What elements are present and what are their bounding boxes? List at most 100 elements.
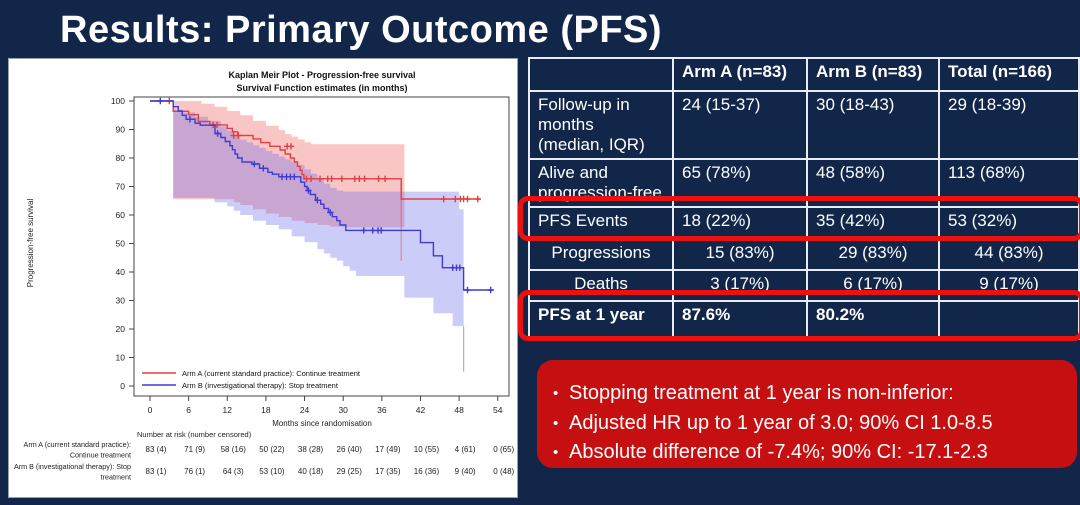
y-tick-label: 60 [116,210,126,220]
table-cell: 80.2% [806,300,940,340]
callout-bullet-text: Absolute difference of -7.4%; 90% CI: -1… [569,441,988,463]
callout-bullet-text: Stopping treatment at 1 year is non-infe… [569,382,954,404]
y-tick-label: 70 [116,182,126,192]
risk-value: 71 (9) [184,445,205,454]
risk-value: 4 (61) [455,445,476,454]
x-tick-label: 6 [186,405,191,415]
table-row: Progressions 15 (83%) 29 (83%) 44 (83%) [528,238,1080,271]
table-cell: 18 (22%) [672,206,808,240]
legend-label: Arm A (current standard practice): Conti… [182,369,361,378]
table-cell: 35 (42%) [806,206,940,240]
callout-bullet-text: Adjusted HR up to 1 year of 3.0; 90% CI … [569,411,993,434]
table-header-cell [528,57,674,92]
risk-value: 76 (1) [184,467,205,476]
y-axis-label: Progression-free survival [26,199,35,288]
risk-value: 16 (36) [414,467,440,476]
ci-band-arm-b [173,109,464,327]
table-cell: 29 (18-39) [938,90,1080,160]
plot-frame [133,96,510,397]
table-cell: 24 (15-37) [672,90,808,160]
risk-value: 0 (48) [493,467,514,476]
km-plot: 0 10 20 30 40 50 60 70 80 90 100 0 6 12 18 24 30 36 42 48 54… [14,70,515,482]
risk-value: 64 (3) [223,467,244,476]
y-tick-label: 90 [116,125,126,135]
y-tick-label: 20 [116,324,126,334]
table-row-label: Follow-up in months (median, IQR) [528,90,674,160]
table-row-label: PFS at 1 year [528,300,674,340]
table-cell: 87.6% [672,300,808,340]
risk-value: 53 (10) [259,467,285,476]
table-cell: 3 (17%) [672,269,808,302]
table-cell: 9 (17%) [938,269,1080,302]
callout-bullet: • Absolute difference of -7.4%; 90% CI: -… [553,438,1067,468]
callout-bullet: • Adjusted HR up to 1 year of 3.0; 90% CI… [553,409,1067,439]
table-cell: 44 (83%) [938,238,1080,271]
table-row-label: Progressions [528,238,674,271]
slide-title: Results: Primary Outcome (PFS) [60,9,663,51]
risk-value: 29 (25) [337,467,363,476]
censor-marks-arm-b [157,97,494,294]
table-row: Alive and progression-free 65 (78%) 48 (58… [528,158,1080,208]
table-cell: 15 (83%) [672,238,808,271]
table-row: Deaths 3 (17%) 6 (17%) 9 (17%) [528,269,1080,302]
y-tick-label: 30 [116,296,126,306]
table-header-cell: Total (n=166) [938,57,1080,92]
risk-value: 17 (35) [375,467,401,476]
plot-title: Kaplan Meir Plot - Progression-free surv… [228,70,415,80]
results-table: Arm A (n=83) Arm B (n=83) Total (n=166) Fol… [528,57,1080,340]
risk-value: 0 (65) [493,445,514,454]
risk-row-label: treatment [101,473,131,482]
risk-value: 58 (16) [221,445,247,454]
x-tick-label: 24 [300,405,310,415]
table-cell: 113 (68%) [938,158,1080,208]
bullet-dot-icon: • [553,414,559,432]
legend-label: Arm B (investigational therapy): Stop tr… [182,381,339,390]
y-tick-label: 50 [116,239,126,249]
risk-row-label: Arm B (investigational therapy): Stop [14,462,131,471]
x-axis-label: Months since randomisation [272,419,372,428]
x-tick-label: 54 [493,405,503,415]
risk-value: 50 (22) [259,445,285,454]
table-cell: 53 (32%) [938,206,1080,240]
x-tick-label: 42 [416,405,426,415]
plot-subtitle: Survival Function estimates (in months) [236,83,407,93]
table-row: PFS at 1 year 87.6% 80.2% [528,300,1080,340]
table-row-label: Alive and progression-free [528,158,674,208]
table-cell: 48 (58%) [806,158,940,208]
km-plot-panel: 0 10 20 30 40 50 60 70 80 90 100 0 6 12 18 24 30 36 42 48 54… [8,58,518,498]
risk-table-header: Number at risk (number censored) [137,430,252,439]
table-header-cell: Arm A (n=83) [672,57,808,92]
callout-bullet: • Stopping treatment at 1 year is non-inf… [553,379,1067,409]
x-tick-label: 36 [377,405,387,415]
y-tick-label: 80 [116,153,126,163]
y-tick-label: 0 [120,381,125,391]
table-cell [938,300,1080,340]
x-tick-label: 12 [223,405,233,415]
risk-value: 83 (4) [146,445,167,454]
table-cell: 6 (17%) [806,269,940,302]
table-header-cell: Arm B (n=83) [806,57,940,92]
conclusion-callout: • Stopping treatment at 1 year is non-inf… [537,360,1077,468]
risk-value: 40 (18) [298,467,324,476]
y-tick-label: 10 [116,353,126,363]
table-row: PFS Events 18 (22%) 35 (42%) 53 (32%) [528,206,1080,240]
ci-band-arm-a [173,101,405,228]
bullet-dot-icon: • [553,444,559,461]
x-tick-label: 0 [148,405,153,415]
risk-value: 26 (40) [337,445,363,454]
risk-value: 10 (55) [414,445,440,454]
risk-value: 38 (28) [298,445,324,454]
table-cell: 65 (78%) [672,158,808,208]
table-cell: 29 (83%) [806,238,940,271]
risk-value: 9 (40) [455,467,476,476]
x-tick-label: 48 [454,405,464,415]
risk-row-label: Arm A (current standard practice): [24,440,131,449]
bullet-dot-icon: • [553,385,559,402]
table-row: Follow-up in months (median, IQR) 24 (15-… [528,90,1080,160]
table-cell: 30 (18-43) [806,90,940,160]
x-tick-label: 18 [261,405,271,415]
table-header-row: Arm A (n=83) Arm B (n=83) Total (n=166) [528,57,1080,92]
risk-value: 17 (49) [375,445,401,454]
y-tick-label: 40 [116,267,126,277]
